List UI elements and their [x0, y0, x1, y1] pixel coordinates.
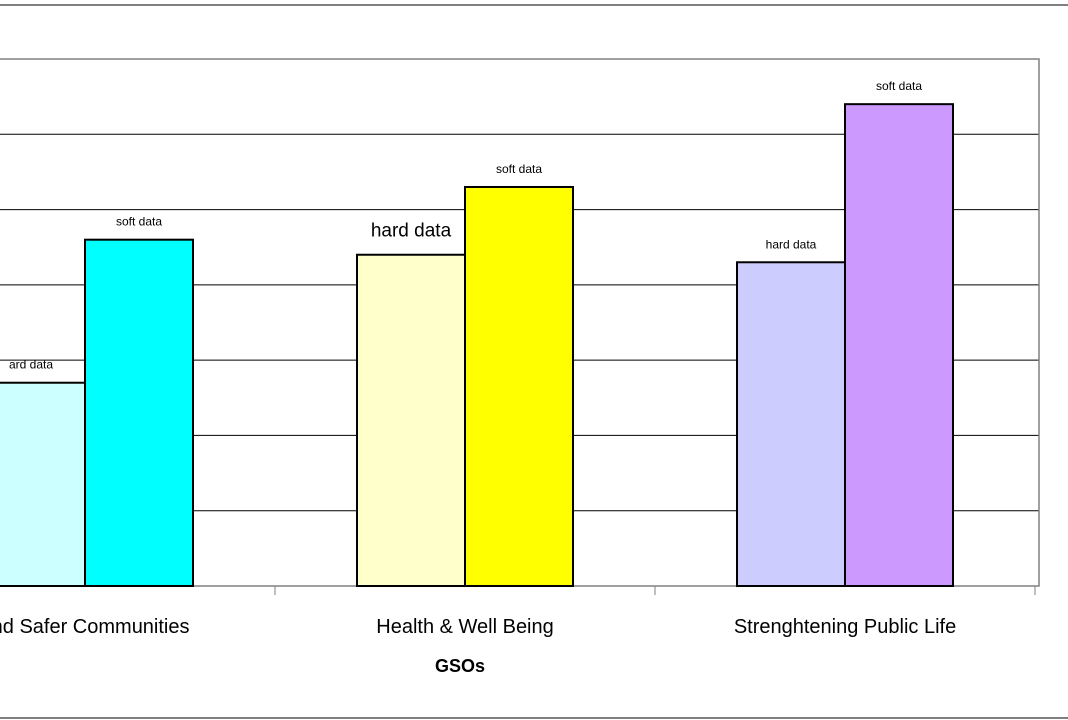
bar — [0, 381, 86, 587]
bar — [844, 103, 954, 588]
bar — [464, 185, 574, 587]
x-axis-title: GSOs — [435, 656, 485, 676]
data-label: ard data — [9, 358, 53, 372]
x-tick-label: Strenghtening Public Life — [734, 616, 956, 638]
category-labels: and Safer Communities Health & Well Being… — [0, 616, 956, 638]
x-axis-ticks — [274, 586, 1036, 595]
bar — [84, 238, 194, 588]
bar-labels: ard data soft data hard data soft data hard … — [9, 79, 922, 372]
data-label: soft data — [876, 79, 922, 93]
x-tick-label: and Safer Communities — [0, 616, 189, 638]
bars — [0, 103, 954, 588]
bar — [736, 261, 846, 587]
bar — [356, 253, 466, 587]
data-label: hard data — [766, 237, 817, 251]
data-label: soft data — [116, 215, 162, 229]
data-label: soft data — [496, 162, 542, 176]
x-tick-label: Health & Well Being — [376, 616, 554, 638]
data-label: hard data — [371, 221, 452, 242]
